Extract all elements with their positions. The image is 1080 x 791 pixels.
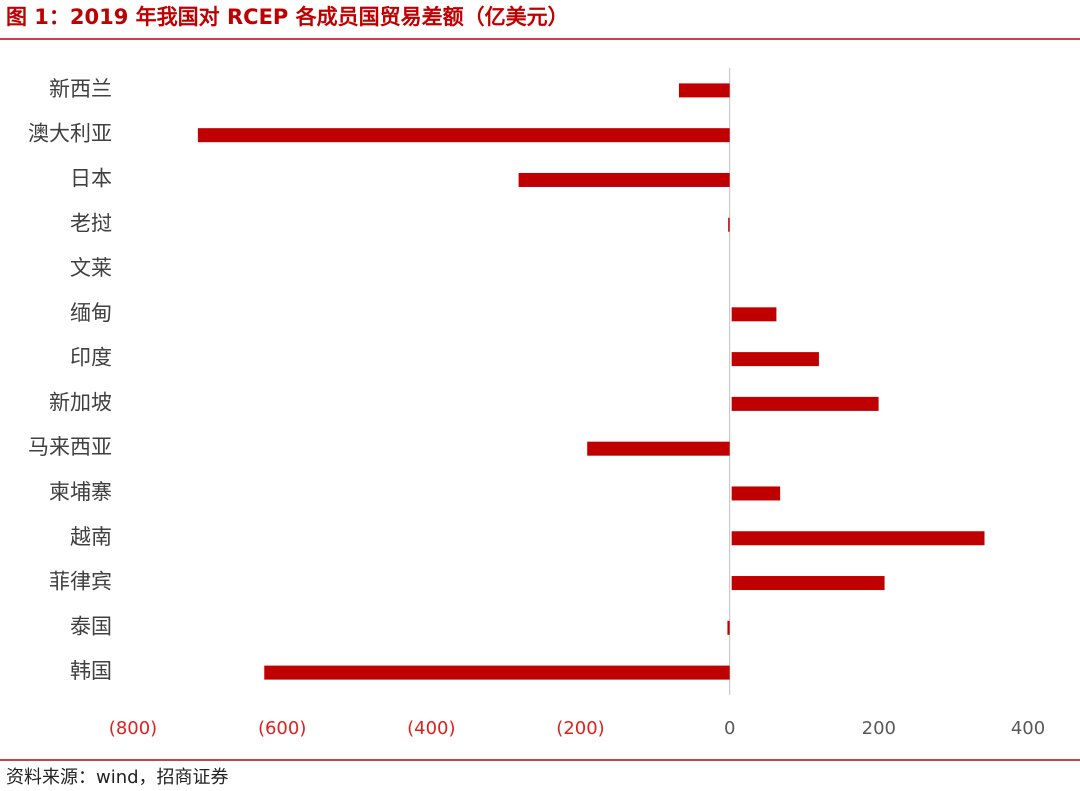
y-tick-label: 马来西亚 xyxy=(28,435,112,459)
y-tick-label: 缅甸 xyxy=(70,301,112,325)
bar xyxy=(518,172,730,187)
y-tick-label: 韩国 xyxy=(70,659,112,683)
x-tick-label: (400) xyxy=(407,718,455,739)
source-note: 资料来源：wind，招商证券 xyxy=(6,767,229,788)
bar xyxy=(731,307,777,322)
y-tick-label: 日本 xyxy=(70,166,112,190)
bar xyxy=(731,486,781,501)
bar xyxy=(731,576,885,591)
y-tick-label: 新加坡 xyxy=(49,390,112,414)
chart-title: 图 1：2019 年我国对 RCEP 各成员国贸易差额（亿美元） xyxy=(6,5,569,29)
bar xyxy=(728,217,730,232)
bar xyxy=(587,441,730,456)
x-tick-label: (200) xyxy=(556,718,604,739)
y-tick-label: 泰国 xyxy=(70,614,112,638)
y-tick-label: 文莱 xyxy=(70,256,112,280)
bar xyxy=(264,665,730,680)
bar xyxy=(197,128,730,143)
y-tick-label: 柬埔寨 xyxy=(49,480,112,504)
x-tick-label: 0 xyxy=(724,718,735,739)
bar xyxy=(727,620,730,635)
bar xyxy=(731,352,819,367)
y-tick-label: 老挝 xyxy=(70,211,112,235)
bar xyxy=(678,83,730,98)
y-tick-label: 印度 xyxy=(70,346,112,370)
x-tick-label: 400 xyxy=(1011,718,1045,739)
bar xyxy=(731,396,879,411)
x-tick-label: (800) xyxy=(109,718,157,739)
bar xyxy=(731,531,985,546)
y-tick-label: 越南 xyxy=(70,525,112,549)
y-tick-label: 澳大利亚 xyxy=(28,122,112,146)
x-tick-label: 200 xyxy=(862,718,896,739)
x-tick-label: (600) xyxy=(258,718,306,739)
y-tick-label: 新西兰 xyxy=(49,77,112,101)
y-tick-label: 菲律宾 xyxy=(49,570,112,594)
